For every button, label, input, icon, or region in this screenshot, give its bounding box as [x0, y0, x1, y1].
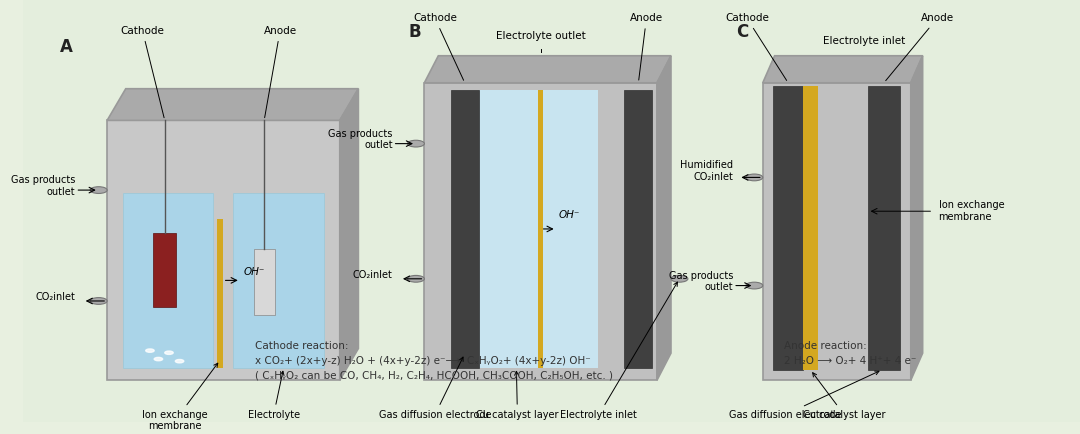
- Polygon shape: [424, 56, 671, 83]
- Bar: [217, 220, 222, 368]
- Circle shape: [146, 349, 154, 352]
- Text: Ion exchange
membrane: Ion exchange membrane: [143, 363, 218, 431]
- Text: CO₂inlet: CO₂inlet: [353, 270, 393, 279]
- Text: Cathode: Cathode: [725, 13, 786, 80]
- Text: Cathode: Cathode: [413, 13, 463, 80]
- Text: 2 H₂O ⟶ O₂+ 4 H⁺+ 4 e⁻: 2 H₂O ⟶ O₂+ 4 H⁺+ 4 e⁻: [784, 356, 916, 366]
- Text: Electrolyte outlet: Electrolyte outlet: [496, 30, 585, 40]
- Text: Anode: Anode: [264, 26, 297, 118]
- Bar: [624, 90, 652, 368]
- Text: Cu catalyst layer: Cu catalyst layer: [476, 372, 558, 420]
- Text: C: C: [737, 23, 748, 41]
- Polygon shape: [910, 56, 922, 380]
- Text: CO₂inlet: CO₂inlet: [36, 292, 76, 302]
- Circle shape: [91, 187, 107, 194]
- Text: Anode: Anode: [886, 13, 954, 81]
- Bar: [762, 83, 910, 380]
- Circle shape: [746, 174, 762, 181]
- Bar: [450, 90, 478, 368]
- Text: OH⁻: OH⁻: [558, 210, 580, 220]
- Text: Cathode reaction:: Cathode reaction:: [255, 341, 349, 351]
- FancyBboxPatch shape: [6, 0, 1080, 429]
- Circle shape: [746, 282, 762, 289]
- Text: A: A: [59, 38, 72, 56]
- Bar: [867, 86, 901, 370]
- Bar: [153, 233, 176, 306]
- Bar: [538, 90, 543, 368]
- Text: Gas products
outlet: Gas products outlet: [11, 175, 76, 197]
- Polygon shape: [107, 89, 359, 120]
- Text: Anode: Anode: [630, 13, 663, 80]
- Text: Ion exchange
membrane: Ion exchange membrane: [939, 201, 1004, 222]
- Circle shape: [91, 298, 107, 304]
- Bar: [424, 83, 657, 380]
- Text: Gas products
outlet: Gas products outlet: [328, 128, 393, 150]
- Text: Anode reaction:: Anode reaction:: [784, 341, 866, 351]
- Text: Gas products
outlet: Gas products outlet: [669, 270, 733, 292]
- Circle shape: [671, 276, 688, 282]
- Text: x CO₂+ (2x+y-z) H₂O + (4x+y-2z) e⁻⟶  CₓHᵧO₂+ (4x+y-2z) OH⁻: x CO₂+ (2x+y-z) H₂O + (4x+y-2z) e⁻⟶ CₓHᵧ…: [255, 356, 591, 366]
- Bar: [773, 86, 802, 370]
- Text: Gas diffusion electrode: Gas diffusion electrode: [729, 371, 879, 420]
- Text: Electrolyte: Electrolyte: [247, 372, 300, 420]
- FancyBboxPatch shape: [107, 120, 340, 380]
- Text: Gas diffusion electrode: Gas diffusion electrode: [379, 357, 491, 420]
- Text: Cathode: Cathode: [121, 26, 164, 118]
- Text: Electrolyte inlet: Electrolyte inlet: [823, 36, 905, 46]
- Circle shape: [175, 359, 184, 363]
- Text: B: B: [408, 23, 421, 41]
- Polygon shape: [657, 56, 671, 380]
- Circle shape: [165, 351, 173, 355]
- Bar: [478, 90, 598, 368]
- Polygon shape: [340, 89, 359, 380]
- Text: ( CₓHᵧO₂ can be CO, CH₄, H₂, C₂H₄, HCOOH, CH₃COOH, C₂H₅OH, etc. ): ( CₓHᵧO₂ can be CO, CH₄, H₂, C₂H₄, HCOOH…: [255, 370, 613, 380]
- Bar: [254, 249, 274, 315]
- Text: Electrolyte inlet: Electrolyte inlet: [561, 282, 677, 420]
- Text: Humidified
CO₂inlet: Humidified CO₂inlet: [680, 160, 733, 182]
- Text: OH⁻: OH⁻: [244, 266, 266, 276]
- Polygon shape: [762, 56, 922, 83]
- Text: Cu catalyst layer: Cu catalyst layer: [802, 373, 886, 420]
- Bar: [233, 193, 324, 368]
- Bar: [123, 193, 214, 368]
- Circle shape: [154, 357, 163, 361]
- Bar: [802, 86, 818, 370]
- Circle shape: [407, 276, 424, 282]
- Circle shape: [407, 140, 424, 147]
